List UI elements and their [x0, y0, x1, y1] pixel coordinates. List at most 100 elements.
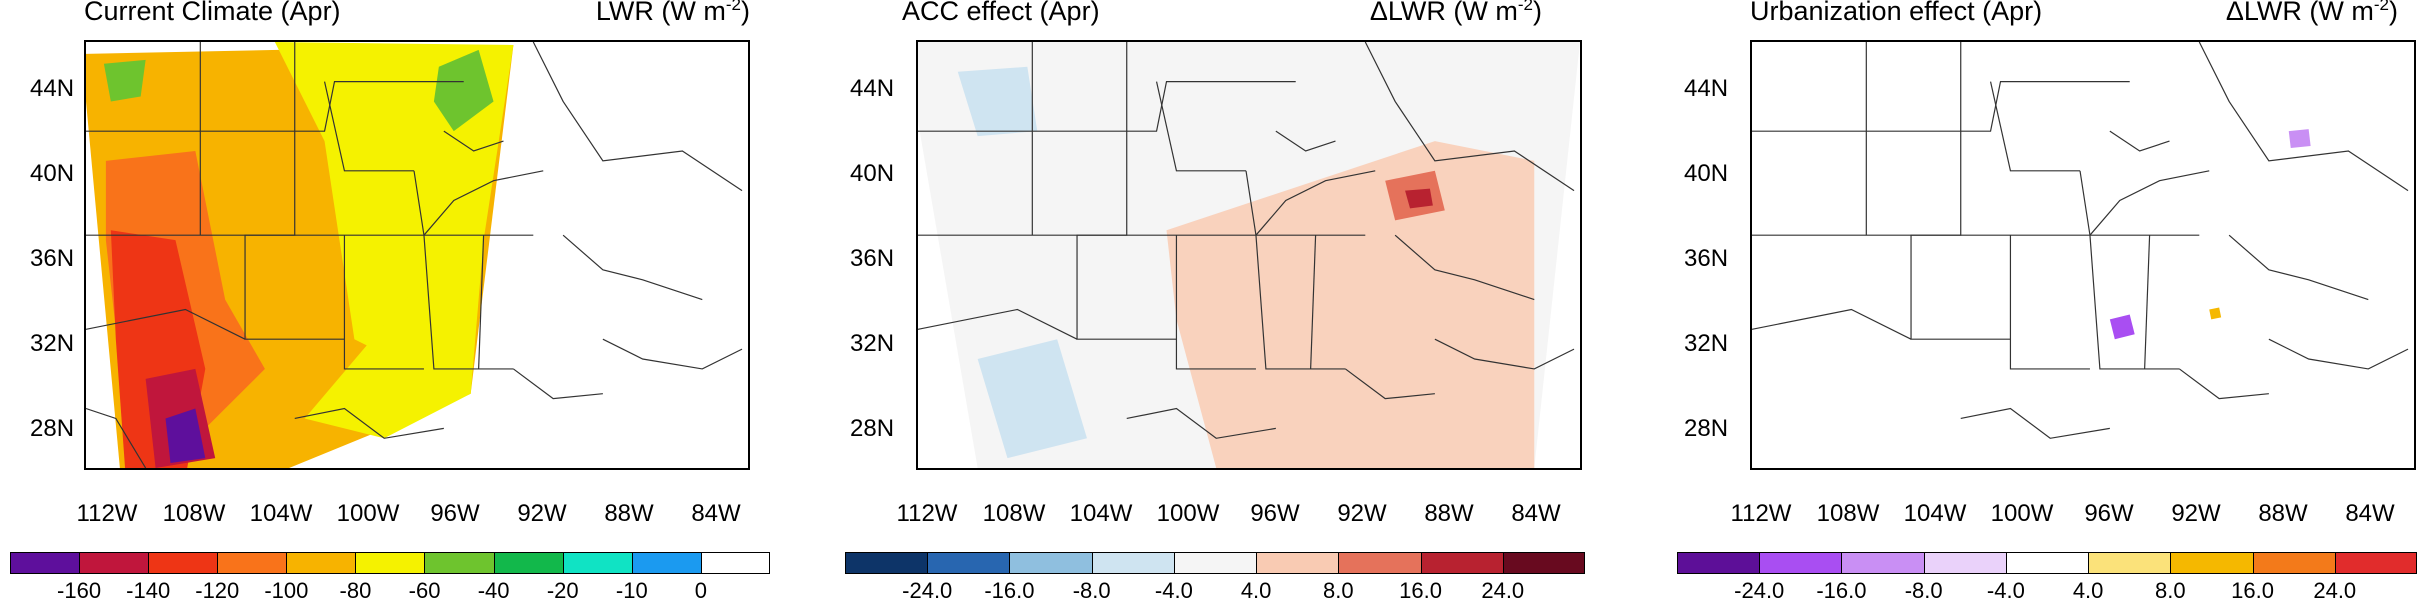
- colorbar-box: [2088, 552, 2171, 574]
- variable-label: ΔLWR (W m-2): [2225, 0, 2398, 26]
- colorbar-box: [148, 552, 218, 574]
- variable-label: ΔLWR (W m-2): [1369, 0, 1542, 26]
- colorbar-label: -80: [339, 578, 372, 603]
- map-area: [916, 40, 1582, 470]
- colorbar-label: 16.0: [1399, 578, 1442, 603]
- state-boundaries: [1752, 42, 2409, 439]
- colorbar-box: [2334, 552, 2417, 574]
- colorbar-label: -40: [477, 578, 510, 603]
- map-canvas: [86, 42, 743, 468]
- region-yellow-south: [304, 240, 484, 439]
- colorbar-box: [1677, 552, 1760, 574]
- panel-acc-effect: ACC effect (Apr) ΔLWR (W m-2): [820, 0, 1600, 603]
- colorbar-box: [1256, 552, 1339, 574]
- lon-label: 112W: [1730, 500, 1792, 527]
- colorbar-box: [927, 552, 1010, 574]
- panel-current-climate: Current Climate (Apr) LWR (W m-2): [0, 0, 780, 603]
- colorbar-box: [1502, 552, 1585, 574]
- colorbar-label: -100: [264, 578, 309, 603]
- lat-label: 44N: [850, 75, 895, 102]
- colorbar-box: [562, 552, 632, 574]
- lat-label: 32N: [30, 330, 75, 357]
- colorbar-box: [1173, 552, 1257, 574]
- lon-label: 100W: [1990, 500, 2054, 527]
- lon-label: 108W: [162, 500, 226, 527]
- colorbar: [845, 552, 1585, 574]
- colorbar-label: -24.0: [902, 578, 953, 603]
- colorbar-label: -16.0: [984, 578, 1035, 603]
- colorbar-label: -4.0: [1154, 578, 1193, 603]
- lon-label: 112W: [896, 500, 958, 527]
- colorbar: [10, 552, 770, 574]
- lon-label: 92W: [1337, 500, 1387, 527]
- lake-michigan-area: [433, 49, 494, 132]
- colorbar-box: [10, 552, 80, 574]
- colorbar-label: -140: [126, 578, 171, 603]
- map-canvas: [918, 42, 1580, 468]
- colorbar-box: [700, 552, 770, 574]
- lon-label: 88W: [1424, 500, 1474, 527]
- domain-fill: [1752, 42, 2414, 468]
- lon-label: 92W: [2171, 500, 2221, 527]
- colorbar-box: [1923, 552, 2006, 574]
- lat-label: 44N: [1684, 75, 1729, 102]
- colorbar-label: -160: [57, 578, 102, 603]
- panel-title: Urbanization effect (Apr): [1750, 0, 2043, 26]
- colorbar-box: [2252, 552, 2335, 574]
- colorbar: [1677, 552, 2417, 574]
- lat-label: 40N: [30, 160, 75, 187]
- lon-label: 84W: [1511, 500, 1561, 527]
- colorbar-label: 24.0: [1481, 578, 1525, 603]
- patch-cooling-north: [2288, 129, 2311, 149]
- panel-urbanization-effect: Urbanization effect (Apr) ΔLWR (W m-2): [1640, 0, 2420, 603]
- lon-label: 96W: [2084, 500, 2134, 527]
- colorbar-box: [424, 552, 494, 574]
- colorbar-box: [493, 552, 563, 574]
- colorbar-label: -120: [195, 578, 240, 603]
- colorbar-box: [286, 552, 356, 574]
- colorbar-label: -10: [615, 578, 648, 603]
- lon-label: 100W: [336, 500, 400, 527]
- lat-label: 40N: [850, 160, 895, 187]
- colorbar-label: -8.0: [1904, 578, 1943, 603]
- region-cooling-north: [957, 66, 1038, 137]
- panel-title: Current Climate (Apr): [84, 0, 341, 26]
- colorbar-label: 0: [694, 578, 708, 603]
- variable-label: LWR (W m-2): [595, 0, 750, 26]
- lon-label: 104W: [1903, 500, 1967, 527]
- colorbar-box: [355, 552, 425, 574]
- lon-label: 88W: [2258, 500, 2308, 527]
- lon-label: 108W: [982, 500, 1046, 527]
- colorbar-label: 4.0: [1240, 578, 1272, 603]
- patch-cooling: [2109, 314, 2135, 340]
- lat-label: 36N: [30, 245, 75, 272]
- colorbar-label: 16.0: [2231, 578, 2274, 603]
- colorbar-box: [1091, 552, 1174, 574]
- colorbar-label: -8.0: [1072, 578, 1111, 603]
- region-strong-warming: [1405, 188, 1433, 209]
- lat-label: 36N: [1684, 245, 1729, 272]
- region-purple: [165, 408, 206, 464]
- colorbar-box: [2170, 552, 2253, 574]
- colorbar-box: [217, 552, 287, 574]
- lat-label: 44N: [30, 75, 75, 102]
- colorbar-box: [79, 552, 149, 574]
- colorbar-box: [845, 552, 928, 574]
- colorbar-label: 4.0: [2072, 578, 2104, 603]
- map-canvas: [1752, 42, 2414, 468]
- colorbar-label: -4.0: [1986, 578, 2025, 603]
- lon-label: 104W: [249, 500, 313, 527]
- colorbar-label: 8.0: [2155, 578, 2186, 603]
- lon-label: 112W: [76, 500, 138, 527]
- colorbar-box: [1420, 552, 1503, 574]
- colorbar-box: [1338, 552, 1421, 574]
- map-area: [1750, 40, 2416, 470]
- colorbar-box: [1841, 552, 1924, 574]
- colorbar-box: [1009, 552, 1092, 574]
- lon-label: 88W: [604, 500, 654, 527]
- map-area: [84, 40, 750, 470]
- lon-label: 92W: [517, 500, 567, 527]
- lat-label: 36N: [850, 245, 895, 272]
- mountain-green: [103, 59, 146, 102]
- lon-label: 104W: [1069, 500, 1133, 527]
